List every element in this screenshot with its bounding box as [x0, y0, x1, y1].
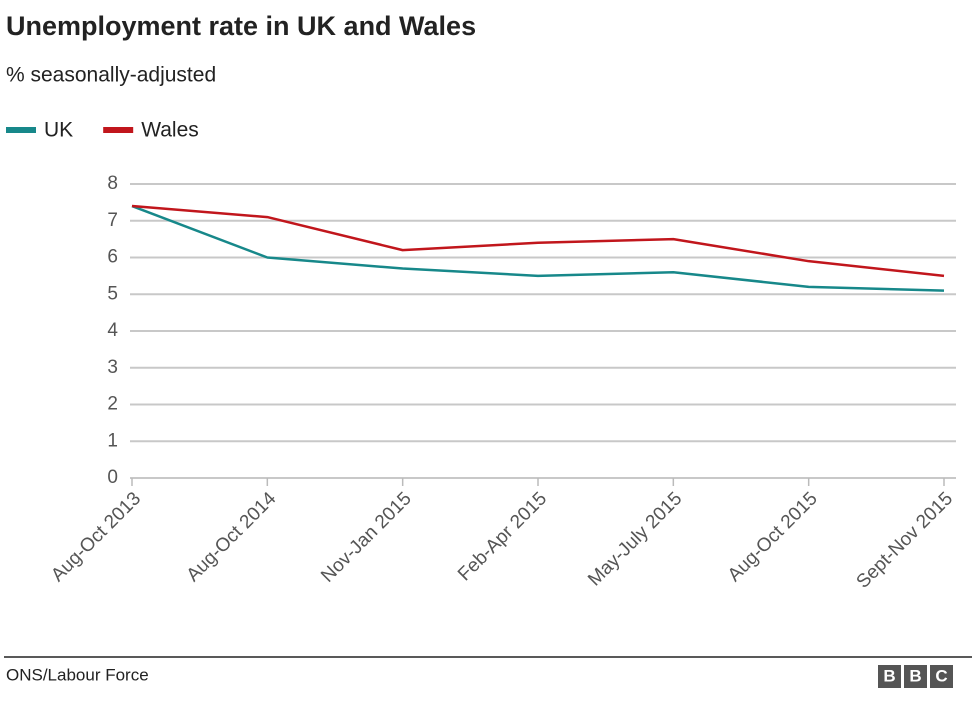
y-tick-label: 1 — [107, 430, 118, 451]
chart-title: Unemployment rate in UK and Wales — [6, 11, 476, 41]
legend-label: Wales — [141, 119, 199, 142]
source: ONS/Labour Force — [6, 665, 149, 684]
logo-letter: B — [883, 666, 895, 685]
x-tick-label: Sept-Nov 2015 — [853, 488, 957, 592]
logo-block — [904, 665, 927, 688]
x-tick-label: Nov-Jan 2015 — [317, 488, 415, 586]
y-tick-label: 4 — [107, 320, 118, 341]
logo-letter: B — [909, 666, 921, 685]
legend-swatch — [103, 127, 134, 133]
series-line — [131, 204, 945, 292]
y-tick-label: 3 — [107, 357, 118, 378]
legend-label: UK — [44, 119, 73, 142]
logo-block — [878, 665, 901, 688]
x-tick-label: Feb-Apr 2015 — [454, 488, 551, 585]
x-tick-label: Aug-Oct 2014 — [183, 488, 281, 586]
chart-subtitle: % seasonally-adjusted — [6, 64, 216, 87]
y-tick-label: 7 — [107, 210, 118, 231]
x-tick-label: Aug-Oct 2015 — [724, 488, 822, 586]
x-tick-label: May-July 2015 — [584, 488, 686, 590]
y-tick-label: 5 — [107, 283, 118, 304]
y-tick-label: 6 — [107, 247, 118, 268]
series-line — [131, 204, 945, 278]
x-tick-label: Aug-Oct 2013 — [47, 488, 145, 586]
logo-letter: C — [935, 666, 947, 685]
legend-swatch — [6, 127, 36, 133]
logo-block — [930, 665, 953, 688]
y-tick-label: 2 — [107, 394, 118, 415]
y-tick-label: 0 — [107, 467, 118, 488]
y-tick-label: 8 — [107, 173, 118, 194]
